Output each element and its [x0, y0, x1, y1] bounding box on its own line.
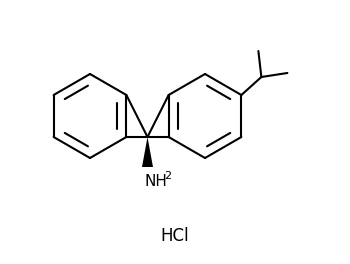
Text: NH: NH [145, 174, 167, 189]
Polygon shape [142, 137, 153, 167]
Text: HCl: HCl [161, 227, 189, 245]
Text: 2: 2 [164, 171, 172, 181]
